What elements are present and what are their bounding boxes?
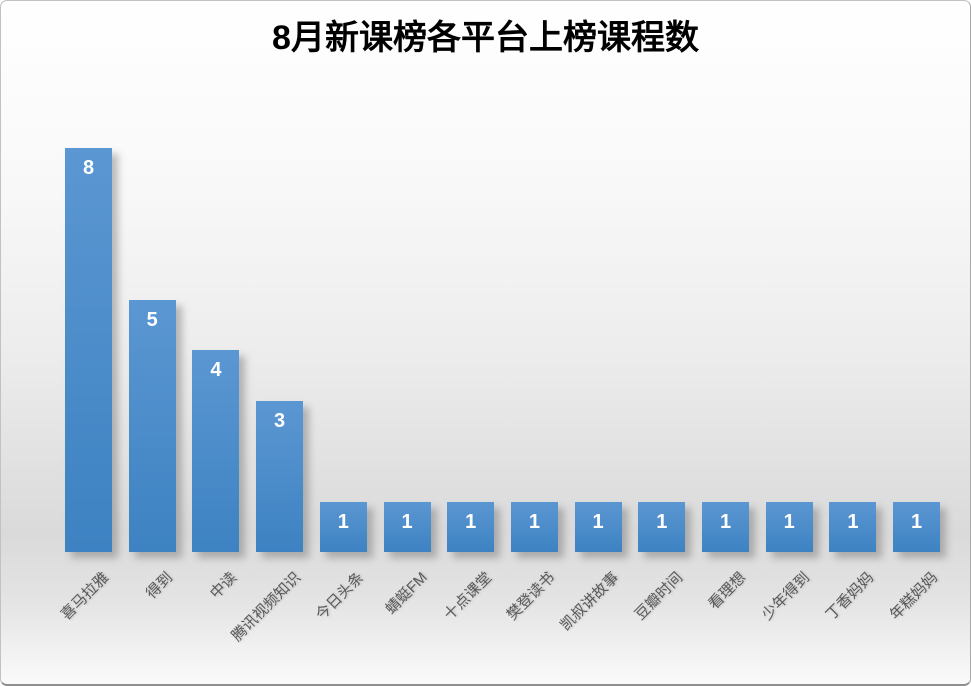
bar: 1 bbox=[447, 501, 495, 552]
bar-value-label: 5 bbox=[146, 308, 158, 331]
category-label: 看理想 bbox=[705, 569, 750, 613]
bar-value-label: 1 bbox=[465, 510, 477, 533]
bar: 1 bbox=[383, 501, 431, 552]
bar: 5 bbox=[128, 299, 176, 552]
bar: 1 bbox=[829, 501, 877, 552]
category-label: 樊登读书 bbox=[504, 569, 559, 624]
bar: 3 bbox=[256, 400, 304, 552]
category-label: 蜻蜓FM bbox=[382, 569, 432, 618]
category-label: 丁香妈妈 bbox=[822, 569, 878, 624]
bar-value-label: 1 bbox=[592, 510, 604, 533]
bar-value-label: 1 bbox=[401, 510, 413, 533]
bar-value-label: 3 bbox=[274, 409, 286, 432]
bar: 1 bbox=[574, 501, 622, 552]
chart-title: 8月新课榜各平台上榜课程数 bbox=[272, 19, 699, 57]
bar: 1 bbox=[765, 501, 813, 552]
bar: 4 bbox=[192, 350, 240, 552]
category-label: 豆瓣时间 bbox=[631, 569, 686, 624]
category-label: 少年得到 bbox=[758, 569, 814, 624]
bar-value-label: 1 bbox=[719, 510, 732, 533]
category-label: 中读 bbox=[206, 569, 241, 603]
category-label: 喜马拉雅 bbox=[58, 569, 113, 624]
bar-value-label: 8 bbox=[82, 157, 95, 179]
category-label: 年糕妈妈 bbox=[886, 569, 941, 624]
bar-value-label: 1 bbox=[528, 510, 540, 533]
bar: 1 bbox=[893, 501, 941, 552]
bar: 1 bbox=[638, 501, 686, 552]
category-label: 得到 bbox=[143, 569, 177, 603]
bar-value-label: 1 bbox=[847, 510, 859, 533]
bar-value-label: 1 bbox=[911, 510, 923, 533]
bar: 8 bbox=[65, 148, 112, 552]
bar-value-label: 1 bbox=[337, 510, 349, 533]
bar-value-label: 1 bbox=[656, 510, 668, 533]
bar: 1 bbox=[510, 501, 558, 552]
category-label: 凯叔讲故事 bbox=[557, 569, 623, 635]
bar-value-label: 4 bbox=[210, 359, 222, 381]
bar: 1 bbox=[319, 501, 367, 552]
bar: 1 bbox=[702, 501, 749, 552]
bar-value-label: 1 bbox=[783, 510, 795, 533]
category-label: 今日头条 bbox=[312, 569, 368, 624]
category-label: 十点课堂 bbox=[440, 569, 495, 624]
